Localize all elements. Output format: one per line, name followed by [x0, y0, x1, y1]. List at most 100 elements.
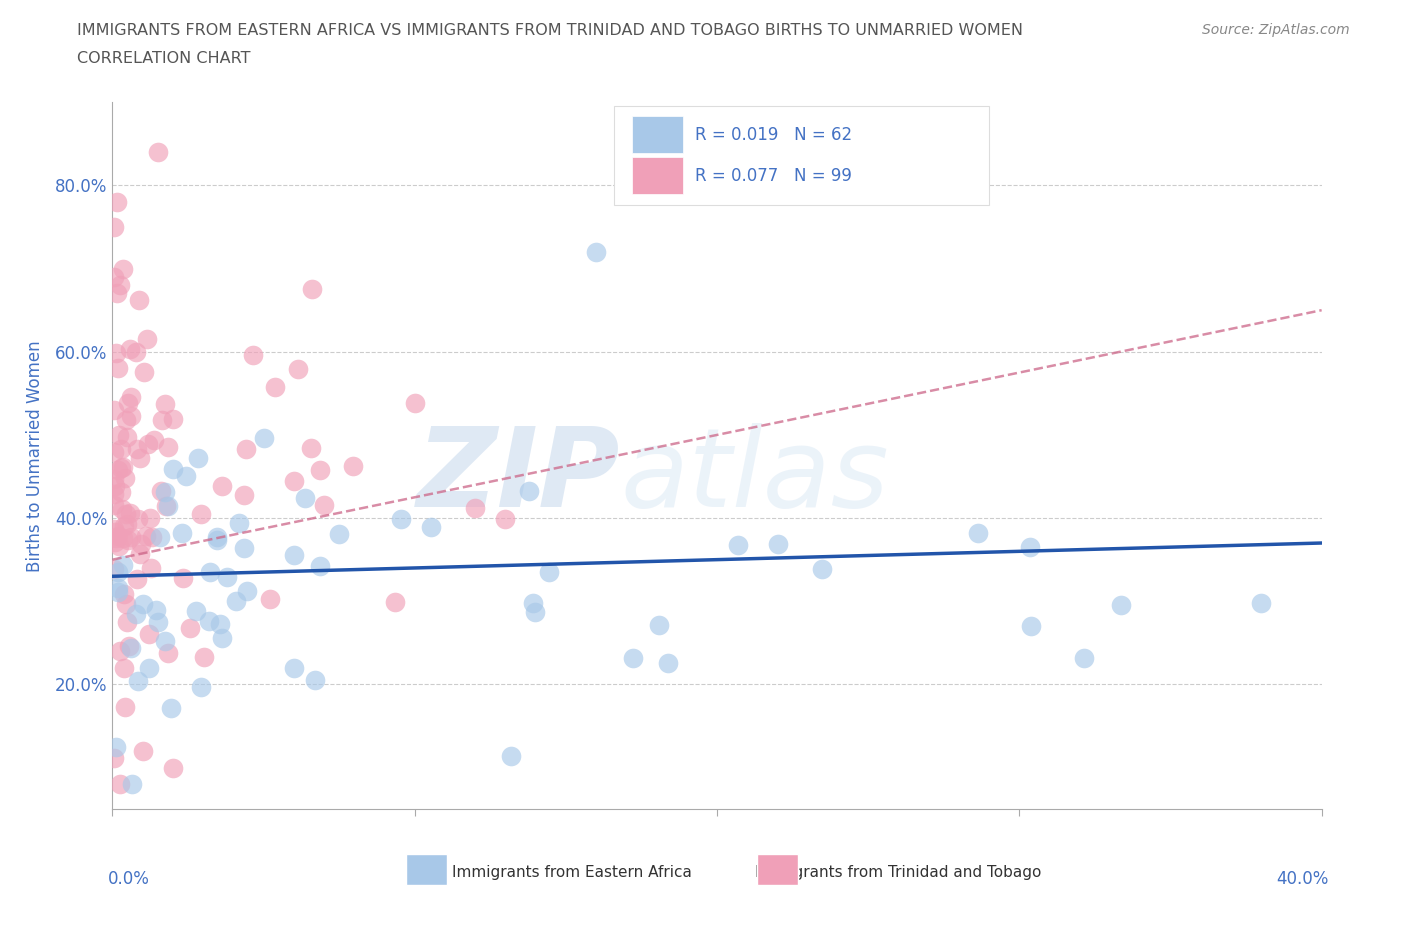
Point	[232, 540, 254, 555]
Point	[114, 596, 136, 611]
Point	[522, 595, 544, 610]
Point	[621, 650, 644, 665]
Point	[207, 533, 229, 548]
Point	[105, 531, 128, 546]
FancyBboxPatch shape	[633, 116, 683, 153]
Point	[117, 516, 139, 531]
Point	[132, 365, 155, 379]
Point	[114, 587, 136, 602]
Point	[162, 461, 184, 476]
Point	[120, 341, 142, 356]
FancyBboxPatch shape	[406, 854, 447, 884]
Point	[129, 537, 152, 551]
Point	[523, 604, 546, 619]
Point	[120, 409, 142, 424]
Point	[112, 530, 135, 545]
Point	[193, 649, 215, 664]
Point	[128, 292, 150, 307]
Point	[190, 507, 212, 522]
Text: Source: ZipAtlas.com: Source: ZipAtlas.com	[1202, 23, 1350, 37]
Point	[263, 379, 285, 394]
Point	[149, 529, 172, 544]
Point	[766, 537, 789, 551]
Point	[118, 506, 141, 521]
Point	[107, 529, 129, 544]
Point	[301, 282, 323, 297]
Point	[499, 749, 522, 764]
Text: CORRELATION CHART: CORRELATION CHART	[77, 51, 250, 66]
Point	[967, 525, 990, 540]
Point	[107, 584, 129, 599]
Point	[211, 631, 233, 645]
Point	[198, 614, 221, 629]
Point	[141, 529, 163, 544]
Point	[1073, 650, 1095, 665]
Point	[114, 507, 136, 522]
Point	[120, 641, 142, 656]
Point	[136, 436, 159, 451]
Point	[103, 219, 125, 234]
Point	[174, 469, 197, 484]
Point	[127, 442, 149, 457]
Point	[294, 490, 316, 505]
Point	[110, 442, 132, 457]
Point	[162, 760, 184, 775]
Text: atlas: atlas	[620, 423, 889, 530]
Point	[129, 451, 152, 466]
Point	[103, 751, 125, 765]
Point	[120, 529, 142, 544]
Point	[103, 269, 125, 284]
Point	[110, 460, 132, 475]
Point	[115, 614, 138, 629]
Point	[419, 519, 441, 534]
Point	[537, 565, 560, 579]
Point	[404, 395, 426, 410]
Point	[1019, 618, 1042, 633]
Point	[215, 570, 238, 585]
Point	[107, 463, 129, 478]
Point	[242, 348, 264, 363]
Text: ZIP: ZIP	[416, 423, 620, 530]
Point	[283, 548, 305, 563]
Point	[172, 571, 194, 586]
Point	[111, 459, 134, 474]
Point	[138, 661, 160, 676]
Point	[138, 627, 160, 642]
Point	[187, 450, 209, 465]
Point	[125, 345, 148, 360]
Text: Immigrants from Trinidad and Tobago: Immigrants from Trinidad and Tobago	[755, 865, 1042, 880]
Point	[299, 440, 322, 455]
Point	[128, 547, 150, 562]
Point	[114, 471, 136, 485]
Point	[225, 594, 247, 609]
Text: R = 0.019   N = 62: R = 0.019 N = 62	[696, 126, 852, 144]
Point	[112, 558, 135, 573]
Point	[135, 528, 157, 543]
Point	[211, 479, 233, 494]
Y-axis label: Births to Unmarried Women: Births to Unmarried Women	[25, 339, 44, 572]
Point	[342, 458, 364, 473]
Point	[103, 498, 125, 512]
Point	[153, 633, 176, 648]
Point	[283, 473, 305, 488]
Point	[111, 501, 134, 516]
Point	[727, 538, 749, 552]
Point	[107, 361, 129, 376]
Point	[207, 530, 229, 545]
Point	[104, 739, 127, 754]
Point	[209, 617, 232, 631]
Point	[104, 525, 127, 540]
Point	[309, 558, 332, 573]
Text: 0.0%: 0.0%	[108, 870, 150, 888]
Point	[495, 512, 517, 526]
Point	[127, 673, 149, 688]
Point	[157, 645, 180, 660]
Point	[304, 672, 326, 687]
Point	[198, 565, 221, 579]
Point	[121, 777, 143, 791]
Point	[259, 591, 281, 606]
Point	[103, 472, 125, 486]
Point	[1250, 596, 1272, 611]
Point	[107, 565, 129, 579]
FancyBboxPatch shape	[614, 106, 988, 205]
